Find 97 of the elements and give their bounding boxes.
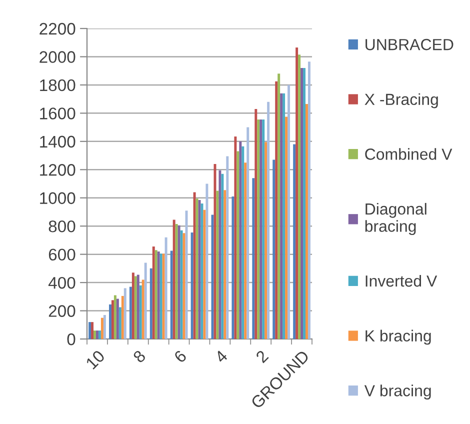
bar <box>129 286 132 339</box>
bar <box>144 262 147 339</box>
bar <box>306 104 308 339</box>
y-tick-label: 1400 <box>40 136 76 148</box>
bar <box>226 156 229 339</box>
bar <box>157 251 160 339</box>
bar <box>178 225 180 339</box>
y-tick-label: 2200 <box>40 22 76 35</box>
bar <box>300 68 304 339</box>
bar <box>236 151 240 339</box>
bar <box>94 330 96 339</box>
bar <box>262 120 265 339</box>
legend-label: X -Bracing <box>364 93 438 108</box>
y-tick-label: 1200 <box>40 164 76 176</box>
bar <box>160 254 162 339</box>
bar <box>190 232 194 339</box>
bar <box>116 298 119 339</box>
y-tick-label: 2000 <box>40 51 76 63</box>
bar <box>296 48 298 339</box>
bar <box>154 250 158 339</box>
bar <box>124 288 126 339</box>
bar <box>180 230 183 339</box>
bar <box>200 204 204 339</box>
bar <box>293 144 296 339</box>
bar <box>196 198 198 339</box>
bar <box>142 280 144 339</box>
legend-label: Inverted V <box>366 274 438 287</box>
bar <box>254 108 258 339</box>
bar <box>136 274 140 339</box>
bar <box>260 120 262 339</box>
bar <box>152 246 155 339</box>
bar <box>218 170 222 339</box>
bar <box>221 174 224 339</box>
bar <box>244 162 247 339</box>
bar <box>298 54 301 339</box>
bar <box>170 250 173 339</box>
bar <box>234 136 237 339</box>
bar <box>175 224 178 339</box>
x-tick-label: 8 <box>132 350 146 364</box>
x-tick-label: 6 <box>173 350 188 364</box>
bar <box>182 233 186 339</box>
y-tick-label: 0 <box>67 333 76 346</box>
bar <box>203 210 206 339</box>
bar <box>303 68 306 339</box>
bar <box>264 142 268 339</box>
bar <box>162 254 165 339</box>
y-tick-label: 1800 <box>40 79 76 92</box>
legend-label: V bracing <box>364 384 431 400</box>
bar <box>193 192 196 339</box>
bar <box>272 160 276 339</box>
bar <box>111 300 114 339</box>
bar <box>232 196 234 339</box>
legend-label: Diagonal bracing <box>365 202 426 236</box>
bar <box>100 318 104 339</box>
bar <box>121 296 124 339</box>
y-tick-label: 200 <box>48 305 76 317</box>
bar <box>224 190 226 339</box>
bar <box>214 164 216 339</box>
bar <box>88 322 92 339</box>
bar <box>132 272 134 339</box>
bar <box>308 62 310 339</box>
bar <box>275 81 278 339</box>
legend-label: UNBRACED <box>366 38 454 50</box>
bar <box>267 102 270 339</box>
bar <box>134 276 137 339</box>
bar <box>257 120 260 339</box>
y-tick-label: 1600 <box>40 108 76 120</box>
bar <box>139 285 142 339</box>
bar <box>91 322 94 339</box>
y-tick-label: 600 <box>48 248 76 261</box>
bar <box>278 74 280 339</box>
bar <box>239 141 242 339</box>
bar <box>282 93 286 339</box>
bar <box>172 220 176 339</box>
bar <box>246 127 250 339</box>
bar <box>206 184 208 339</box>
legend-label: Combined V <box>365 148 452 160</box>
bar <box>252 178 255 339</box>
bar <box>96 330 98 339</box>
y-tick-label: 400 <box>48 276 76 289</box>
bar <box>150 268 152 339</box>
bar <box>118 307 122 339</box>
bar <box>242 146 244 339</box>
legend-label: K bracing <box>366 330 431 345</box>
bar <box>288 84 290 339</box>
bar <box>216 190 219 339</box>
bar <box>280 93 283 339</box>
bar <box>164 237 168 339</box>
bar <box>285 116 288 339</box>
x-tick-label: 10 <box>85 349 106 370</box>
bar <box>114 295 116 339</box>
x-tick-label: 4 <box>214 350 228 364</box>
bar <box>103 315 106 339</box>
bar <box>108 304 112 339</box>
y-tick-label: 800 <box>48 220 76 232</box>
bar <box>98 330 101 339</box>
y-tick-label: 1000 <box>40 192 76 204</box>
